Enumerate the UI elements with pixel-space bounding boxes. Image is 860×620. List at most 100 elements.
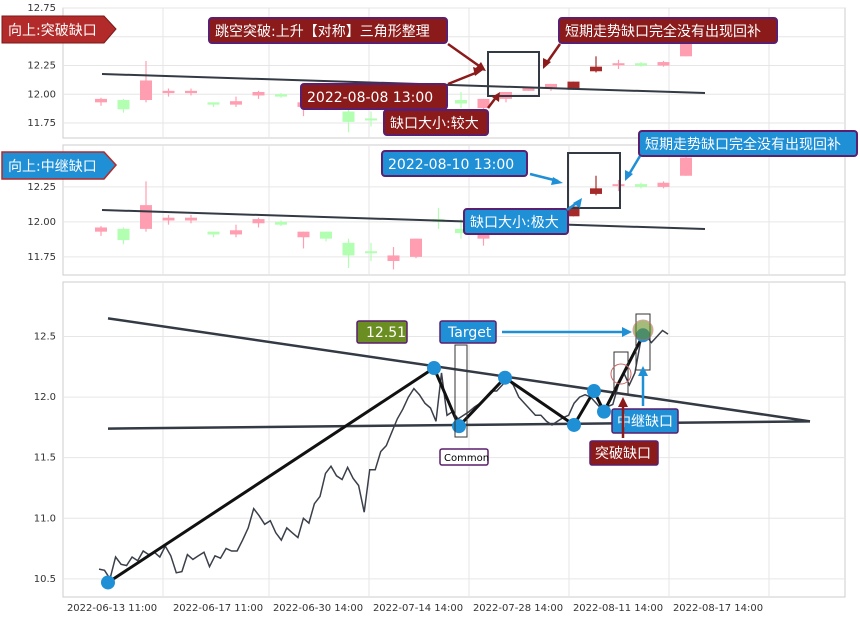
panel1-gap-box xyxy=(487,51,540,97)
p3-y-tick-label: 10.5 xyxy=(34,574,56,585)
pivot-marker xyxy=(427,361,441,376)
p2-size-text: 缺口大小:极大 xyxy=(470,215,559,231)
p2-arrowhead-size xyxy=(573,198,582,208)
p3-y-tick-label: 12.0 xyxy=(34,392,56,403)
candle-body xyxy=(342,242,355,256)
candle-body xyxy=(140,205,152,229)
panel2-badge: 向上:中继缺口 xyxy=(1,151,118,180)
panel1-badge: 向上:突破缺口 xyxy=(1,15,117,44)
panel3-lines xyxy=(98,313,811,590)
pivot-marker xyxy=(452,419,466,434)
candle-body xyxy=(680,41,692,57)
pivot-marker xyxy=(498,370,512,385)
panel1-annotations: 跳空突破:上升【对称】三角形整理 短期走势缺口完全没有出现回补 2022-08-… xyxy=(208,17,778,136)
panel1-badge-text: 向上:突破缺口 xyxy=(8,23,97,39)
candle-body xyxy=(117,100,130,110)
p1-arrowhead-nofill xyxy=(543,58,551,69)
p1-arrowhead-size xyxy=(492,92,500,102)
p2-nofill-text: 短期走势缺口完全没有出现回补 xyxy=(645,136,841,153)
pivot-marker xyxy=(567,417,581,432)
p2-y-tick-label: 12.00 xyxy=(27,217,56,228)
candle-body xyxy=(387,255,400,262)
candle-body xyxy=(657,62,670,66)
breakout-gap-box xyxy=(589,440,659,466)
p2-nofill-label xyxy=(638,130,858,157)
pattern-label xyxy=(208,17,448,44)
candle-body xyxy=(140,80,152,101)
candle-body xyxy=(207,102,220,105)
candle-body xyxy=(185,217,197,221)
pivot-marker xyxy=(587,384,601,399)
value-box xyxy=(356,320,408,344)
candle-body xyxy=(365,118,377,121)
p2-size-label xyxy=(463,208,569,235)
candle-body xyxy=(567,81,580,90)
breakout-circle xyxy=(610,363,632,385)
panel2-badge-text: 向上:中继缺口 xyxy=(8,159,97,175)
candle-body xyxy=(320,231,332,239)
p2-arrowhead-time xyxy=(551,177,563,185)
x-tick-label: 2022-06-30 14:00 xyxy=(273,603,363,614)
p2-time-text: 2022-08-10 13:00 xyxy=(388,157,514,173)
p1-y-tick-label: 11.75 xyxy=(27,118,56,129)
pivot-marker xyxy=(101,575,115,590)
p1-y-tick-label: 12.75 xyxy=(27,3,56,14)
p1-time-label xyxy=(300,83,448,110)
candle-body xyxy=(297,231,310,238)
p2-y-tick-label: 11.75 xyxy=(27,252,56,263)
x-tick-label: 2022-07-14 14:00 xyxy=(373,603,463,614)
candle-body xyxy=(567,206,580,217)
candle-body xyxy=(252,91,265,96)
p1-nofill-text: 短期走势缺口完全没有出现回补 xyxy=(565,23,761,40)
breakout-gap-arrowhead xyxy=(618,397,628,407)
candle-body xyxy=(545,83,557,88)
p1-nofill-label xyxy=(558,17,778,44)
candle-body xyxy=(657,182,670,187)
candle-body xyxy=(365,251,377,254)
target-box xyxy=(439,320,497,344)
p3-y-tick-label: 12.5 xyxy=(34,332,56,343)
p2-y-tick-label: 12.25 xyxy=(27,182,56,193)
value-box-text: 12.51 xyxy=(366,325,406,341)
candle-body xyxy=(477,98,490,109)
candle-body xyxy=(590,188,602,194)
panel2-annotations: 2022-08-10 13:00 短期走势缺口完全没有出现回补 缺口大小:极大 xyxy=(381,130,858,235)
p1-size-text: 缺口大小:较大 xyxy=(390,116,479,132)
panel2-trendline xyxy=(101,209,706,230)
x-tick-label: 2022-07-28 14:00 xyxy=(473,603,563,614)
p1-arrow-time xyxy=(447,70,479,86)
relay-gap-text: 中继缺口 xyxy=(617,414,673,430)
p1-arrow-pattern xyxy=(447,42,483,70)
candle-body xyxy=(162,217,175,221)
p2-arrowhead-nofill xyxy=(625,170,633,181)
candle-body xyxy=(230,101,242,105)
candle-body xyxy=(275,221,287,225)
candle-body xyxy=(185,90,197,94)
x-tick-label: 2022-06-13 11:00 xyxy=(67,603,157,614)
p3-y-tick-label: 11.5 xyxy=(34,453,56,464)
pattern-label-text: 跳空突破:上升【对称】三角形整理 xyxy=(215,24,430,40)
candle-body xyxy=(342,111,355,122)
candle-body xyxy=(230,230,242,235)
candle-body xyxy=(117,228,130,241)
p3-y-tick-label: 11.0 xyxy=(34,513,56,524)
candle-body xyxy=(410,238,422,257)
panel3-annotations: 12.51 Target Common 中继缺口 突破缺口 xyxy=(356,320,679,466)
target-arrowhead xyxy=(622,327,632,337)
candle-body xyxy=(162,90,175,94)
panel2-gap-box xyxy=(567,152,621,209)
candle-body xyxy=(95,98,107,103)
target-box-text: Target xyxy=(447,325,492,341)
pivot-marker xyxy=(597,404,611,419)
candle-body xyxy=(612,184,625,187)
candle-body xyxy=(455,228,467,234)
x-tick-label: 2022-08-17 14:00 xyxy=(673,603,763,614)
relay-circle xyxy=(632,319,654,341)
p1-time-text: 2022-08-08 13:00 xyxy=(307,90,433,106)
relay-gap-arrowhead xyxy=(638,366,648,376)
candle-body xyxy=(455,100,467,104)
p1-y-tick-label: 12.00 xyxy=(27,89,56,100)
candle-body xyxy=(612,63,625,66)
relay-gap-box xyxy=(611,408,679,434)
